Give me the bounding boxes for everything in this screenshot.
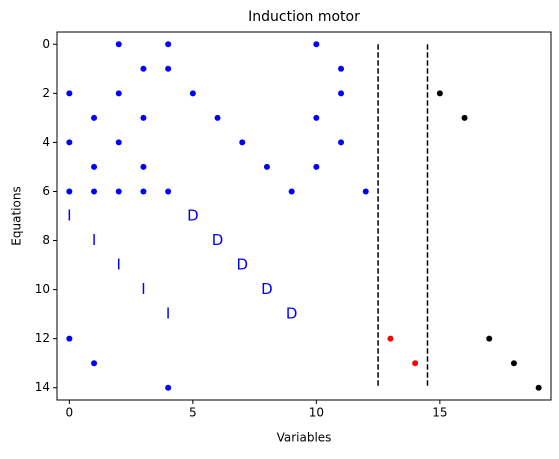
y-tick-label: 12 [35, 331, 50, 345]
point [313, 163, 320, 170]
annotation: D [187, 207, 199, 225]
y-tick-label: 4 [42, 135, 50, 149]
point [535, 384, 542, 391]
annotation: D [261, 280, 273, 298]
point [91, 114, 98, 121]
y-axis-label: Equations [10, 186, 24, 245]
plot-frame [56, 31, 552, 401]
point [461, 114, 468, 121]
point [165, 41, 172, 48]
point [362, 188, 369, 195]
point [91, 360, 98, 367]
point [165, 188, 172, 195]
point [66, 90, 73, 97]
point [263, 163, 270, 170]
point [239, 139, 246, 146]
y-tick-label: 10 [35, 282, 50, 296]
point [66, 335, 73, 342]
chart-title: Induction motor [248, 9, 360, 25]
point [510, 360, 517, 367]
annotation: I [117, 256, 121, 274]
annotation: D [286, 305, 298, 323]
point [436, 90, 443, 97]
point [115, 139, 122, 146]
point [189, 90, 196, 97]
point [313, 41, 320, 48]
point [338, 65, 345, 72]
point [115, 188, 122, 195]
point [412, 360, 419, 367]
x-tick-label: 15 [432, 406, 447, 420]
point [486, 335, 493, 342]
point [66, 188, 73, 195]
annotation: I [92, 231, 96, 249]
annotation: D [236, 256, 248, 274]
point [214, 114, 221, 121]
y-tick-label: 8 [42, 233, 50, 247]
point [140, 163, 147, 170]
annotation: I [166, 305, 170, 323]
point [288, 188, 295, 195]
y-tick-label: 6 [42, 184, 50, 198]
y-tick-label: 2 [42, 86, 50, 100]
x-tick-label: 5 [189, 406, 197, 420]
point [140, 188, 147, 195]
y-tick-label: 14 [35, 380, 50, 394]
point [140, 114, 147, 121]
annotation: I [141, 280, 145, 298]
point [91, 163, 98, 170]
point [387, 335, 394, 342]
point [140, 65, 147, 72]
point [165, 65, 172, 72]
annotation: I [67, 207, 71, 225]
x-tick-label: 0 [66, 406, 74, 420]
point [91, 188, 98, 195]
point [115, 41, 122, 48]
x-axis-label: Variables [277, 431, 332, 445]
point [338, 90, 345, 97]
x-tick-label: 10 [309, 406, 324, 420]
point [313, 114, 320, 121]
point [66, 139, 73, 146]
annotation: D [212, 231, 224, 249]
point [338, 139, 345, 146]
point [115, 90, 122, 97]
y-tick-label: 0 [42, 37, 50, 51]
point [165, 384, 172, 391]
